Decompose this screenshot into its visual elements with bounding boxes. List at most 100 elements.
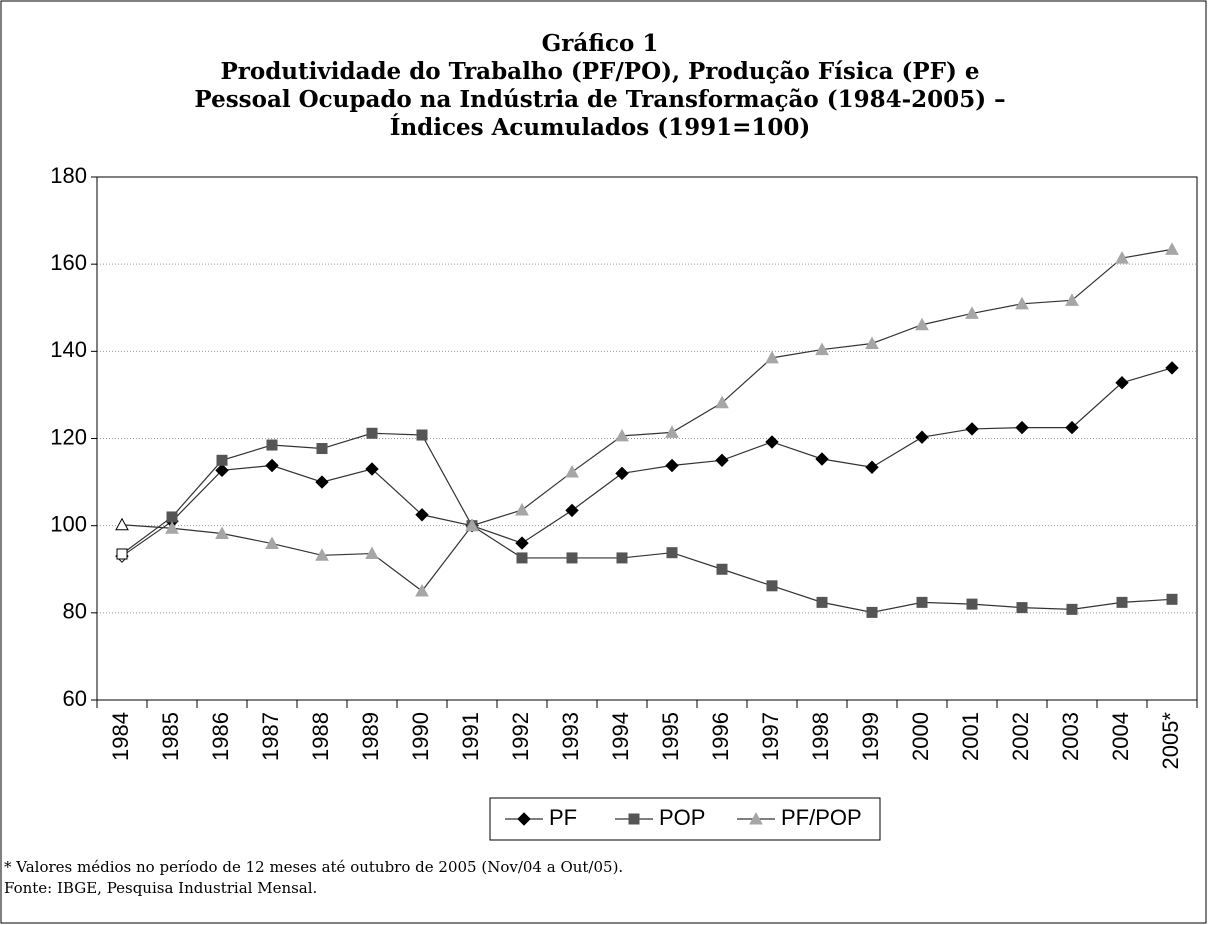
legend-label: PF (549, 805, 577, 830)
marker (565, 503, 579, 518)
marker (665, 458, 679, 473)
x-tick-label: 1984 (108, 712, 133, 761)
marker (415, 583, 429, 597)
chart-title: Pessoal Ocupado na Indústria de Transfor… (194, 86, 1005, 113)
x-tick-label: 1999 (858, 712, 883, 761)
marker (865, 336, 879, 349)
y-tick-label: 160 (50, 250, 87, 275)
marker (215, 463, 229, 478)
marker (366, 427, 378, 439)
marker (1115, 376, 1129, 390)
legend-box (489, 797, 881, 841)
marker (565, 465, 579, 478)
marker (866, 606, 878, 618)
y-tick-label: 180 (50, 163, 87, 188)
marker (566, 552, 578, 564)
marker (315, 475, 329, 489)
chart-title: Índices Acumulados (1991=100) (390, 114, 811, 141)
marker (1115, 251, 1129, 264)
marker (815, 342, 829, 356)
x-tick-label: 1985 (158, 712, 183, 761)
marker (1066, 603, 1078, 615)
marker (265, 536, 279, 550)
marker (749, 811, 763, 825)
chart-title: Gráfico 1 (542, 30, 659, 57)
marker (1165, 242, 1179, 255)
marker (1065, 420, 1079, 435)
marker (666, 547, 678, 559)
marker (965, 306, 979, 319)
y-tick-label: 140 (50, 337, 87, 362)
marker (465, 518, 479, 532)
x-tick-label: 1998 (808, 712, 833, 761)
x-tick-label: 1992 (508, 712, 533, 761)
marker (816, 596, 828, 608)
legend-label: PF/POP (781, 805, 862, 830)
marker (1166, 593, 1178, 605)
marker (916, 596, 928, 608)
x-tick-label: 1995 (658, 712, 683, 761)
marker (166, 511, 178, 523)
footnote: Fonte: IBGE, Pesquisa Industrial Mensal. (4, 879, 317, 897)
marker (266, 439, 278, 451)
marker (1065, 293, 1079, 306)
y-tick-label: 80 (63, 599, 87, 624)
marker (315, 548, 329, 561)
marker (715, 395, 729, 409)
marker (265, 458, 279, 473)
marker (517, 812, 531, 826)
marker (965, 422, 979, 436)
marker (365, 462, 379, 476)
marker (416, 429, 428, 441)
marker (415, 508, 429, 522)
x-tick-label: 2002 (1008, 712, 1033, 761)
marker (316, 443, 328, 455)
marker (515, 536, 529, 550)
marker (628, 813, 640, 825)
x-tick-label: 2004 (1108, 712, 1133, 761)
marker (615, 428, 629, 442)
y-tick-label: 60 (63, 686, 87, 711)
x-tick-label: 1988 (308, 712, 333, 761)
series-line (121, 367, 1173, 557)
marker (615, 466, 629, 481)
marker (516, 552, 528, 564)
x-tick-label: 2003 (1058, 712, 1083, 761)
x-tick-label: 1986 (208, 712, 233, 761)
marker (1016, 602, 1028, 614)
marker (216, 454, 228, 466)
marker (766, 580, 778, 592)
legend-label: POP (659, 805, 705, 830)
marker (365, 546, 379, 560)
x-tick-label: 1993 (558, 712, 583, 761)
marker (716, 563, 728, 575)
marker (665, 425, 679, 438)
marker (915, 317, 929, 331)
chart-title: Produtividade do Trabalho (PF/PO), Produ… (220, 58, 979, 85)
x-tick-label: 1987 (258, 712, 283, 761)
marker (1015, 296, 1029, 310)
marker (865, 460, 879, 474)
marker (165, 521, 179, 534)
marker (715, 453, 729, 467)
x-tick-label: 1989 (358, 712, 383, 761)
marker (915, 430, 929, 444)
marker (765, 350, 779, 364)
series-line (121, 248, 1173, 592)
marker (815, 452, 829, 466)
marker (1165, 361, 1179, 375)
x-tick-label: 1996 (708, 712, 733, 761)
y-tick-label: 120 (50, 424, 87, 449)
x-tick-label: 1997 (758, 712, 783, 761)
x-tick-label: 1990 (408, 712, 433, 761)
x-tick-label: 1994 (608, 712, 633, 761)
x-tick-label: 1991 (458, 712, 483, 761)
marker (1116, 596, 1128, 608)
marker (515, 502, 529, 516)
x-tick-label: 2005* (1158, 712, 1183, 770)
marker (616, 552, 628, 564)
series-line (121, 432, 1173, 614)
y-tick-label: 100 (50, 511, 87, 536)
